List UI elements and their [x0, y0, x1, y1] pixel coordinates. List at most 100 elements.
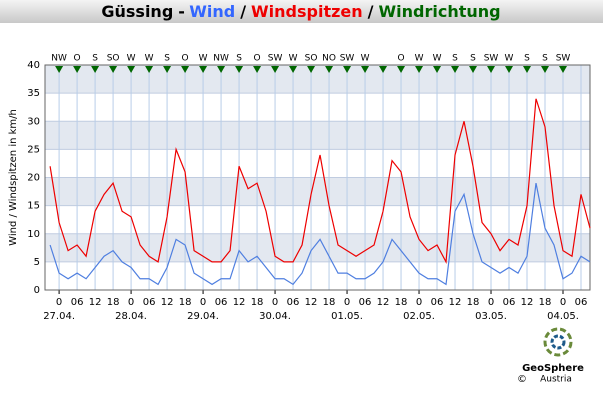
x-tick-label: 12: [89, 297, 102, 308]
direction-label: W: [415, 54, 424, 64]
title-part: Wind: [189, 2, 235, 21]
direction-arrow: [55, 66, 64, 73]
title-part: Windrichtung: [379, 2, 501, 21]
plot-frame: [44, 64, 591, 291]
direction-label: W: [361, 54, 370, 64]
direction-arrow: [145, 66, 154, 73]
x-tick-label: 18: [323, 297, 336, 308]
y-tick-label: 30: [27, 116, 40, 127]
direction-arrow: [235, 66, 244, 73]
grid-band: [45, 65, 590, 94]
x-tick-label: 06: [359, 297, 372, 308]
direction-arrow: [541, 66, 550, 73]
x-tick-label: 12: [521, 297, 534, 308]
x-tick-label: 18: [179, 297, 192, 308]
grid-band: [45, 233, 590, 262]
direction-label: SW: [268, 54, 283, 64]
direction-arrow: [91, 66, 100, 73]
direction-label: S: [236, 54, 242, 64]
y-tick-label: 10: [27, 229, 40, 240]
grid-band: [45, 121, 590, 150]
direction-label: SW: [340, 54, 355, 64]
direction-label: S: [470, 54, 476, 64]
direction-arrow: [181, 66, 190, 73]
chart-title: Güssing - Wind / Windspitzen / Windrichtung: [101, 2, 500, 21]
direction-label: W: [433, 54, 442, 64]
day-label: 29.04.: [187, 311, 219, 322]
direction-arrow: [271, 66, 280, 73]
x-tick-label: 12: [377, 297, 390, 308]
x-tick-label: 0: [128, 297, 134, 308]
direction-label: W: [145, 54, 154, 64]
x-tick-label: 0: [344, 297, 350, 308]
y-axis-label: Wind / Windspitzen in km/h: [8, 109, 19, 246]
direction-label: NW: [213, 54, 229, 64]
direction-label: S: [452, 54, 458, 64]
title-part: Güssing: [101, 2, 173, 21]
direction-arrow: [469, 66, 478, 73]
x-tick-label: 06: [143, 297, 156, 308]
direction-label: W: [199, 54, 208, 64]
direction-label: SO: [305, 54, 318, 64]
direction-arrow: [109, 66, 118, 73]
x-tick-label: 18: [251, 297, 264, 308]
x-tick-label: 12: [449, 297, 462, 308]
x-tick-label: 12: [233, 297, 246, 308]
day-label: 30.04.: [259, 311, 291, 322]
y-tick-label: 35: [27, 88, 40, 99]
x-tick-label: 18: [107, 297, 120, 308]
direction-label: SO: [107, 54, 120, 64]
direction-label: NW: [51, 54, 67, 64]
direction-arrow: [379, 66, 388, 73]
x-tick-label: 06: [575, 297, 588, 308]
day-label: 28.04.: [115, 311, 147, 322]
x-tick-label: 18: [467, 297, 480, 308]
x-tick-label: 0: [488, 297, 494, 308]
title-part: Windspitzen: [251, 2, 363, 21]
direction-arrow: [433, 66, 442, 73]
direction-arrow: [343, 66, 352, 73]
direction-label: S: [92, 54, 98, 64]
direction-label: S: [524, 54, 530, 64]
direction-arrow: [163, 66, 172, 73]
day-label: 03.05.: [475, 311, 507, 322]
x-tick-label: 0: [200, 297, 206, 308]
direction-label: SW: [556, 54, 571, 64]
direction-arrow: [559, 66, 568, 73]
direction-arrow: [217, 66, 226, 73]
x-tick-label: 0: [560, 297, 566, 308]
direction-arrow: [127, 66, 136, 73]
x-tick-label: 12: [161, 297, 174, 308]
direction-label: W: [505, 54, 514, 64]
x-tick-label: 12: [305, 297, 318, 308]
direction-label: S: [164, 54, 170, 64]
direction-arrow: [307, 66, 316, 73]
x-tick-label: 06: [215, 297, 228, 308]
direction-label: O: [74, 54, 81, 64]
y-tick-label: 0: [34, 285, 40, 296]
direction-label: W: [127, 54, 136, 64]
direction-label: S: [542, 54, 548, 64]
logo-sub: Austria: [540, 375, 572, 385]
direction-arrow: [253, 66, 262, 73]
x-tick-label: 0: [56, 297, 62, 308]
direction-arrow: [451, 66, 460, 73]
x-tick-label: 06: [503, 297, 516, 308]
direction-arrow: [361, 66, 370, 73]
title-part: /: [240, 2, 246, 21]
direction-label: O: [182, 54, 189, 64]
x-tick-label: 06: [431, 297, 444, 308]
x-tick-label: 06: [71, 297, 84, 308]
x-tick-label: 18: [395, 297, 408, 308]
x-tick-label: 18: [539, 297, 552, 308]
direction-arrow: [415, 66, 424, 73]
y-tick-label: 20: [27, 173, 40, 184]
day-label: 27.04.: [43, 311, 75, 322]
direction-label: NO: [322, 54, 336, 64]
direction-label: O: [254, 54, 261, 64]
y-tick-label: 40: [27, 60, 40, 71]
direction-label: O: [397, 54, 404, 64]
title-part: /: [368, 2, 374, 21]
